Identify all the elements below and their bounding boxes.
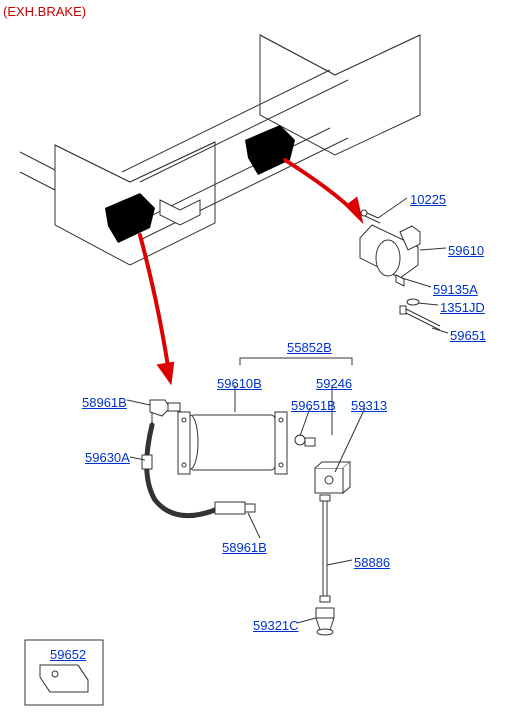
part-label-59630A[interactable]: 59630A [85, 450, 130, 465]
part-label-59651[interactable]: 59651 [450, 328, 486, 343]
part-label-55852B[interactable]: 55852B [287, 340, 332, 355]
part-label-59313[interactable]: 59313 [351, 398, 387, 413]
part-label-59321C[interactable]: 59321C [253, 618, 299, 633]
part-label-59610[interactable]: 59610 [448, 243, 484, 258]
part-label-59652[interactable]: 59652 [50, 647, 86, 662]
part-label-58961B-bot[interactable]: 58961B [222, 540, 267, 555]
part-label-58886[interactable]: 58886 [354, 555, 390, 570]
part-label-58961B-top[interactable]: 58961B [82, 395, 127, 410]
part-label-59246[interactable]: 59246 [316, 376, 352, 391]
part-label-59651B[interactable]: 59651B [291, 398, 336, 413]
part-label-59610B[interactable]: 59610B [217, 376, 262, 391]
part-label-10225[interactable]: 10225 [410, 192, 446, 207]
part-label-1351JD[interactable]: 1351JD [440, 300, 485, 315]
part-label-59135A[interactable]: 59135A [433, 282, 478, 297]
